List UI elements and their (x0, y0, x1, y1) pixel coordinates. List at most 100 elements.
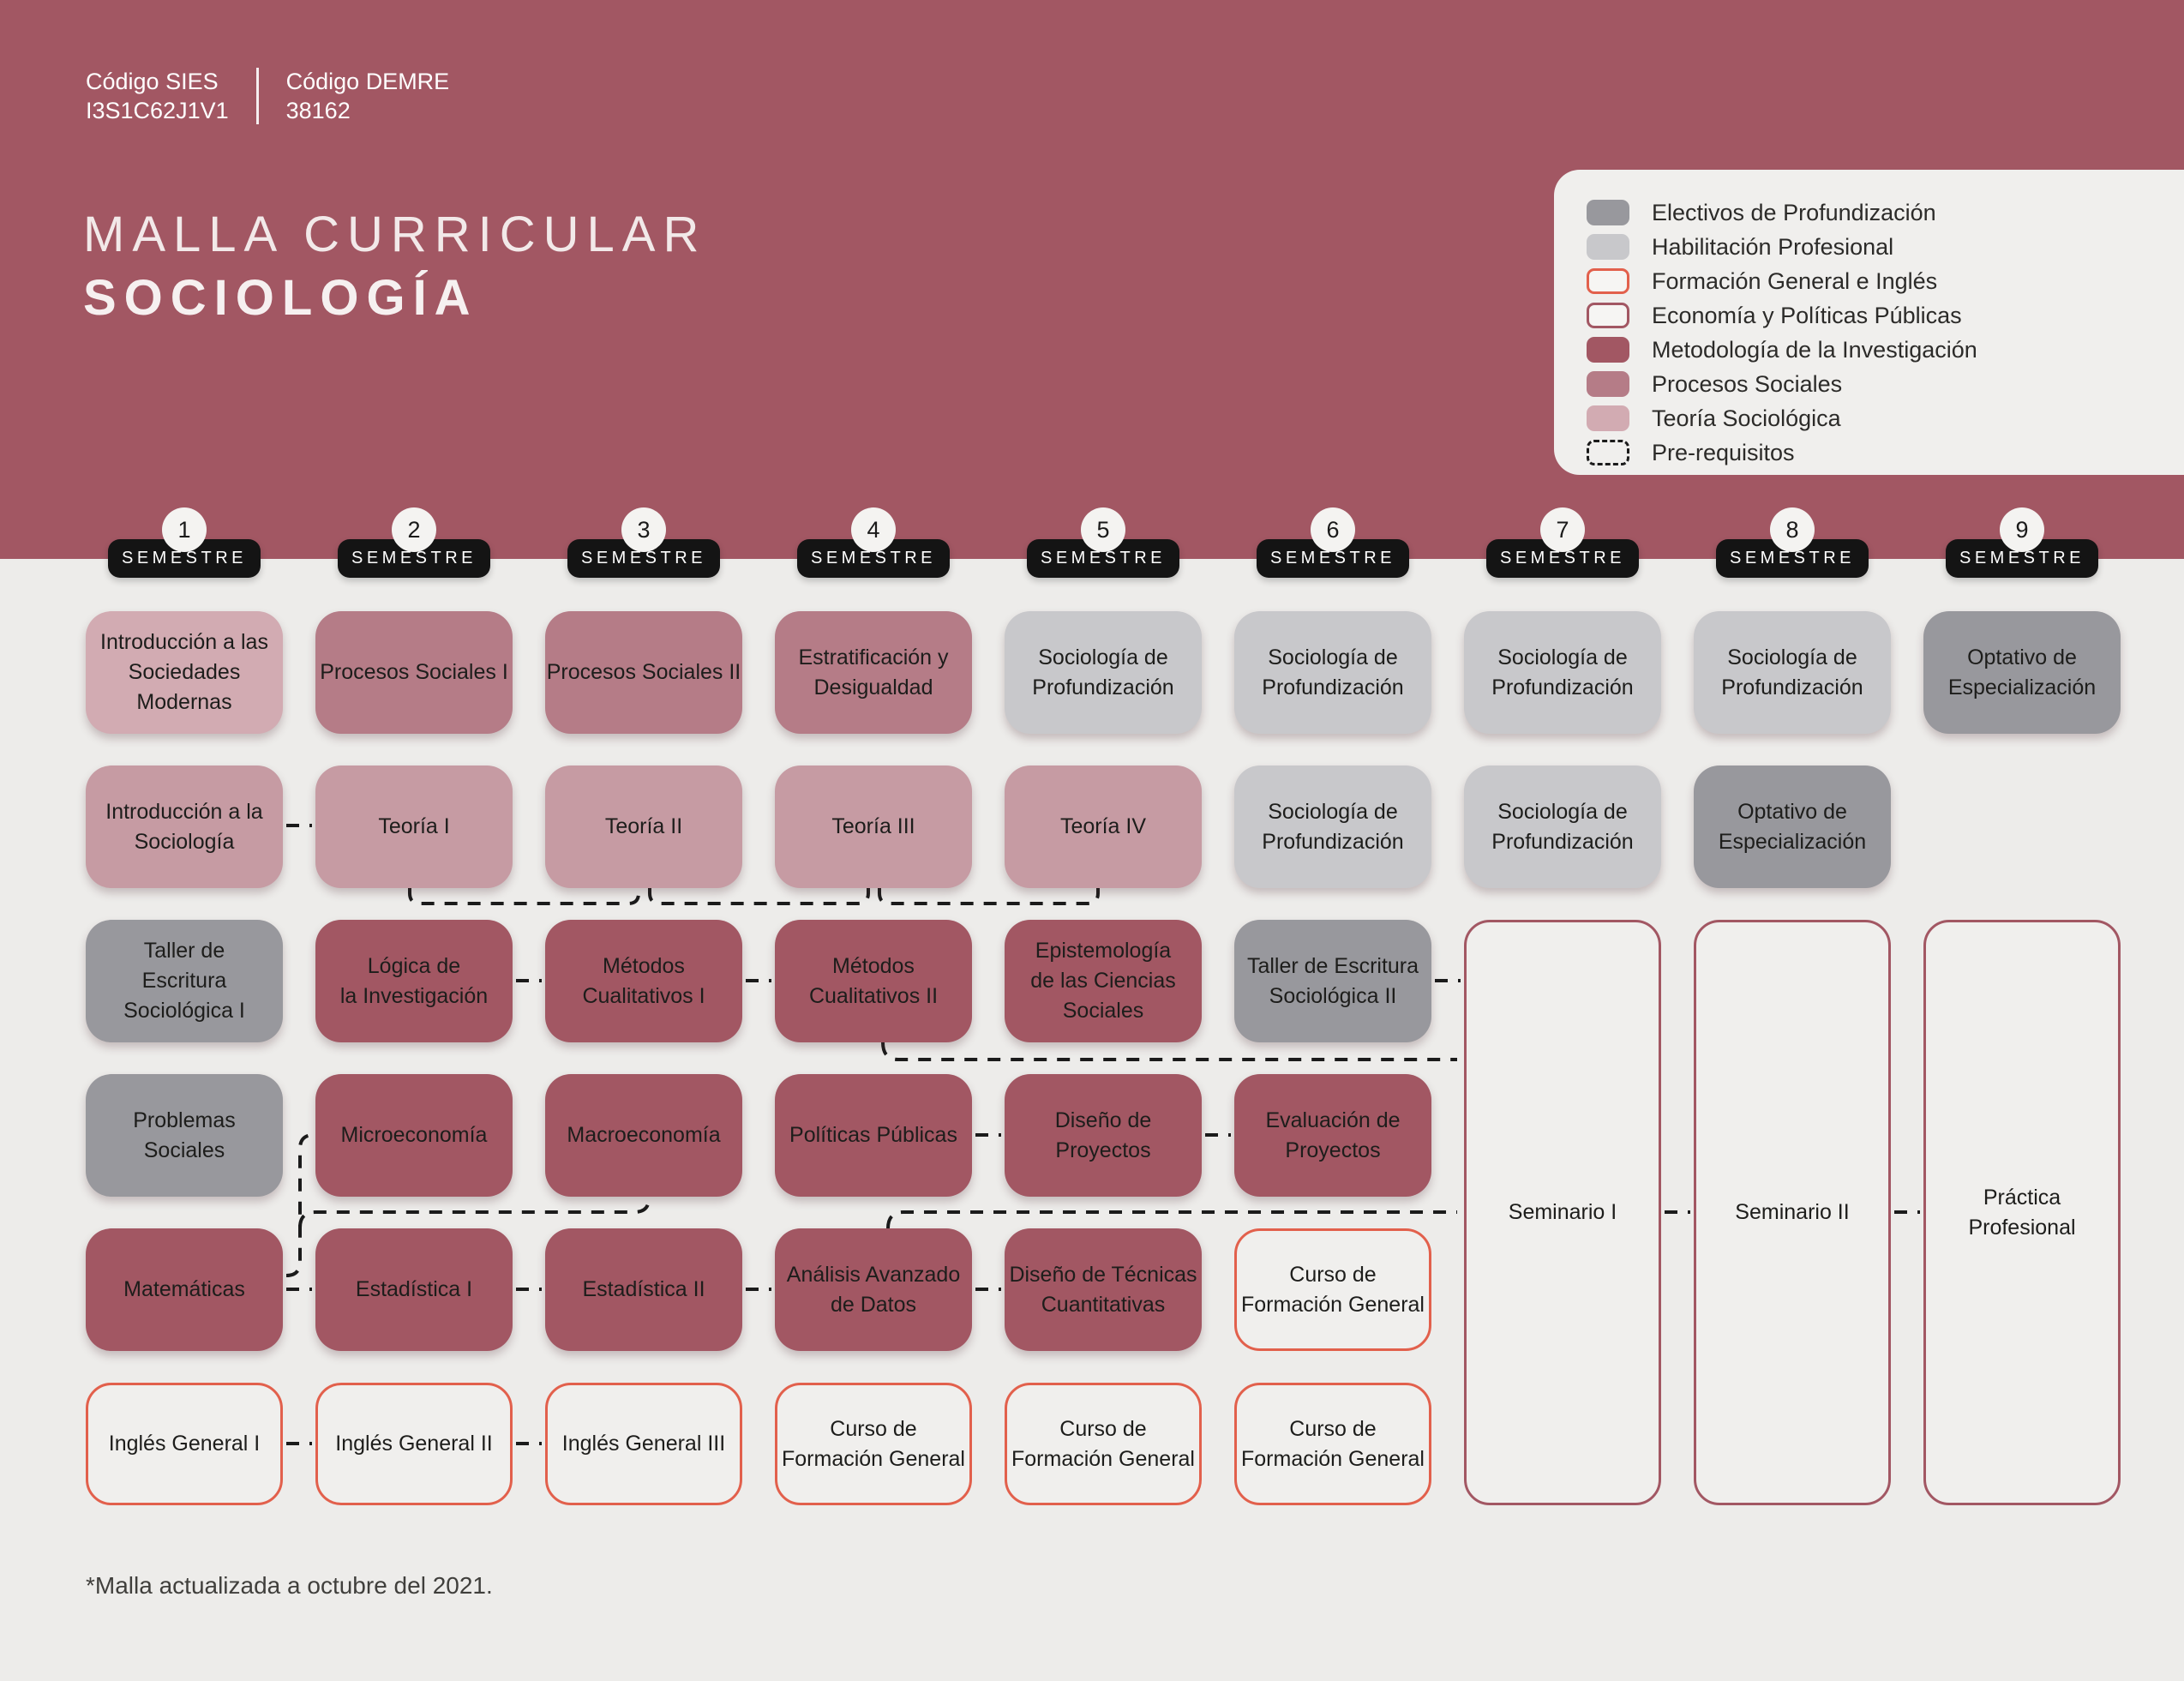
course-label-line: Práctica (1983, 1185, 2061, 1210)
course-politicas-publicas: Políticas Públicas (775, 1074, 972, 1197)
course-label-line: Métodos (603, 953, 685, 978)
course-label-line: Sociológica II (1269, 983, 1397, 1008)
semester-pill-8: SEMESTRE (1716, 539, 1869, 578)
semester-number-1: 1 (162, 507, 207, 552)
course-introduccion-a-las-sociedades-modernas: Introducción a las Sociedades Modernas (86, 611, 283, 734)
prerequisite-connector-teoria-iii-to-teoria-iv (878, 888, 1100, 905)
course-teoria-i: Teoría I (315, 765, 513, 888)
course-teoria-iv: Teoría IV (1005, 765, 1202, 888)
course-label-line: Estadística II (582, 1277, 705, 1301)
legend-item-metodologia-de-la-investigacion: Metodología de la Investigación (1587, 333, 2184, 367)
legend-item-habilitacion-profesional: Habilitación Profesional (1587, 230, 2184, 264)
semester-number-4: 4 (851, 507, 896, 552)
course-sociologia-de-profundizacion: Sociología de Profundización (1464, 611, 1661, 734)
course-label-line: Profundización (1032, 675, 1174, 699)
course-curso-de-formacion-general: Curso de Formación General (775, 1383, 972, 1505)
legend-label: Formación General e Inglés (1652, 267, 1938, 294)
course-label-line: Sociales (1062, 999, 1144, 1023)
course-sociologia-de-profundizacion: Sociología de Profundización (1694, 611, 1891, 734)
course-sociologia-de-profundizacion: Sociología de Profundización (1464, 765, 1661, 888)
semester-number-2: 2 (392, 507, 436, 552)
course-label-line: Modernas (136, 690, 232, 714)
course-label-line: Profundización (1721, 675, 1863, 699)
course-label-line: Políticas Públicas (789, 1123, 957, 1147)
legend-swatch-filled-icon (1587, 405, 1629, 431)
course-optativo-de-especializacion: Optativo de Especialización (1694, 765, 1891, 888)
course-label-line: Desigualdad (813, 675, 933, 699)
semester-number-5: 5 (1081, 507, 1125, 552)
legend-item-economia-y-politicas-publicas: Economía y Políticas Públicas (1587, 298, 2184, 333)
legend-label: Metodología de la Investigación (1652, 336, 1977, 363)
course-label-line: Inglés General II (335, 1432, 493, 1456)
course-label-line: de las Ciencias (1030, 969, 1176, 993)
prerequisite-connector-analisis-avanzado-de-datos-to-seminario-i (886, 1210, 1457, 1229)
legend-swatch-filled-icon (1587, 337, 1629, 363)
course-logica-de-la-investigacion: Lógica de la Investigación (315, 920, 513, 1042)
code-demre-value: 38162 (285, 98, 351, 123)
legend-item-pre-requisitos: Pre-requisitos (1587, 435, 2184, 470)
course-label-line: Formación General (1241, 1446, 1425, 1471)
course-ingles-general-i: Inglés General I (86, 1383, 283, 1505)
course-label-line: Profundización (1491, 675, 1634, 699)
course-label-line: Cuantitativas (1041, 1292, 1166, 1317)
course-label-line: Sociología de (1497, 799, 1628, 824)
course-label-line: Teoría IV (1059, 814, 1147, 838)
legend-label: Teoría Sociológica (1652, 405, 1841, 431)
course-practica-profesional: Práctica Profesional (1923, 920, 2121, 1505)
course-label-line: Sociología de (1497, 645, 1628, 669)
course-label-line: Sociología de (1268, 645, 1398, 669)
course-label-line: Optativo de (1737, 799, 1847, 824)
codes-divider (255, 68, 259, 124)
course-label-line: Métodos (832, 953, 915, 978)
course-label-line: Profundización (1262, 829, 1404, 854)
legend-item-formacion-general-e-ingles: Formación General e Inglés (1587, 264, 2184, 298)
course-label-line: Formación General (782, 1446, 965, 1471)
course-label-line: Formación General (1241, 1292, 1425, 1317)
legend-swatch-filled-icon (1587, 371, 1629, 397)
code-demre: Código DEMRE 38162 (286, 67, 450, 125)
course-epistemologia-de-las-ciencias-sociales: Epistemología de las Ciencias Sociales (1005, 920, 1202, 1042)
course-evaluacion-de-proyectos: Evaluación de Proyectos (1234, 1074, 1431, 1197)
course-taller-de-escritura-sociologica-i: Taller de Escritura Sociológica I (86, 920, 283, 1042)
course-label-line: Seminario II (1735, 1200, 1850, 1224)
prerequisite-connector-matematicas-to-microeconomia (285, 1133, 315, 1277)
course-label-line: Procesos Sociales II (546, 660, 741, 684)
legend-item-electivos-de-profundizacion: Electivos de Profundización (1587, 195, 2184, 230)
course-metodos-cualitativos-i: Métodos Cualitativos I (545, 920, 742, 1042)
course-label-line: Estadística I (355, 1277, 473, 1301)
course-matematicas: Matemáticas (86, 1228, 283, 1351)
course-label-line: Procesos Sociales I (320, 660, 508, 684)
course-label-line: Teoría II (604, 814, 683, 838)
course-label-line: Inglés General I (108, 1432, 261, 1456)
course-label-line: Diseño de Técnicas (1009, 1262, 1197, 1287)
course-procesos-sociales-ii: Procesos Sociales II (545, 611, 742, 734)
course-macroeconomia: Macroeconomía (545, 1074, 742, 1197)
legend-item-procesos-sociales: Procesos Sociales (1587, 367, 2184, 401)
course-label-line: Evaluación de (1265, 1108, 1401, 1132)
semester-number-6: 6 (1311, 507, 1355, 552)
course-label-line: Profundización (1491, 829, 1634, 854)
legend-label: Procesos Sociales (1652, 370, 1843, 397)
course-estadistica-i: Estadística I (315, 1228, 513, 1351)
semester-pill-5: SEMESTRE (1027, 539, 1179, 578)
course-curso-de-formacion-general: Curso de Formación General (1005, 1383, 1202, 1505)
course-diseno-de-tecnicas-cuantitativas: Diseño de Técnicas Cuantitativas (1005, 1228, 1202, 1351)
course-teoria-iii: Teoría III (775, 765, 972, 888)
course-label-line: Microeconomía (340, 1123, 488, 1147)
course-metodos-cualitativos-ii: Métodos Cualitativos II (775, 920, 972, 1042)
course-label-line: Sociedades (128, 660, 241, 684)
course-label-line: Sociología de (1038, 645, 1168, 669)
course-label-line: Curso de (830, 1416, 917, 1441)
legend-swatch-outlined-icon (1587, 303, 1629, 328)
course-ingles-general-ii: Inglés General II (315, 1383, 513, 1505)
course-label-line: Sociología de (1268, 799, 1398, 824)
legend-item-teoria-sociologica: Teoría Sociológica (1587, 401, 2184, 435)
course-label-line: Matemáticas (123, 1277, 245, 1301)
course-label-line: Macroeconomía (567, 1123, 721, 1147)
course-sociologia-de-profundizacion: Sociología de Profundización (1234, 611, 1431, 734)
course-seminario-ii: Seminario II (1694, 920, 1891, 1505)
course-label-line: Epistemología (1035, 939, 1172, 963)
course-label-line: Introducción a la (105, 799, 263, 824)
course-analisis-avanzado-de-datos: Análisis Avanzado de Datos (775, 1228, 972, 1351)
